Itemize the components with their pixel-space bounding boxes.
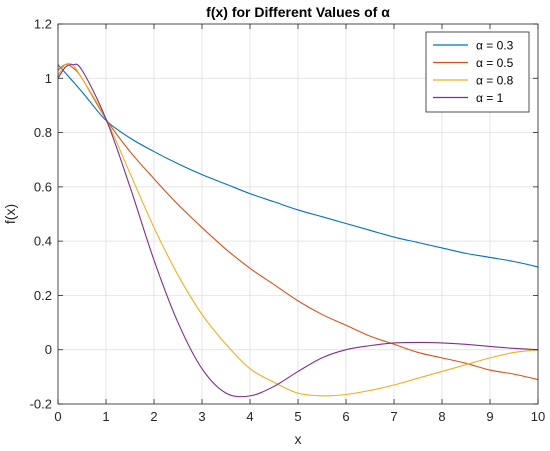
chart-title: f(x) for Different Values of α xyxy=(206,4,390,20)
y-tick-label: 0.6 xyxy=(34,179,52,194)
y-tick-label: 0.2 xyxy=(34,288,52,303)
legend-label: α = 1 xyxy=(476,91,504,105)
y-tick-label: 1 xyxy=(45,71,52,86)
x-tick-label: 6 xyxy=(342,409,349,424)
series-line-3 xyxy=(57,62,539,397)
series-layer xyxy=(57,62,539,398)
x-tick-label: 0 xyxy=(54,409,61,424)
axis-ticks: 0 1 2 3 4 5 6 7 8 9 10-0.200.20.40.60.811.2 xyxy=(30,17,546,425)
legend-label: α = 0.8 xyxy=(476,74,514,88)
y-tick-label: 0.4 xyxy=(34,234,52,249)
x-tick-label: 5 xyxy=(294,409,301,424)
x-tick-label: 9 xyxy=(486,409,493,424)
legend-label: α = 0.3 xyxy=(476,39,514,53)
x-tick-label: 2 xyxy=(150,409,157,424)
y-tick-label: 0.8 xyxy=(34,125,52,140)
y-axis-label: f(x) xyxy=(2,204,18,224)
x-tick-label: 1 xyxy=(102,409,109,424)
series-line-2 xyxy=(57,64,539,381)
x-tick-label: 10 xyxy=(531,409,545,424)
y-tick-label: -0.2 xyxy=(30,397,52,412)
legend: α = 0.3 α = 0.5 α = 0.8 α = 1 xyxy=(425,31,530,113)
legend-label: α = 0.5 xyxy=(476,56,514,70)
series-line-4 xyxy=(57,63,539,398)
x-tick-label: 8 xyxy=(438,409,445,424)
series-line-1 xyxy=(57,64,539,268)
x-tick-label: 3 xyxy=(198,409,205,424)
x-tick-label: 7 xyxy=(390,409,397,424)
x-axis-label: x xyxy=(295,431,302,447)
y-tick-label: 1.2 xyxy=(34,17,52,32)
y-tick-label: 0 xyxy=(45,342,52,357)
x-tick-label: 4 xyxy=(246,409,253,424)
